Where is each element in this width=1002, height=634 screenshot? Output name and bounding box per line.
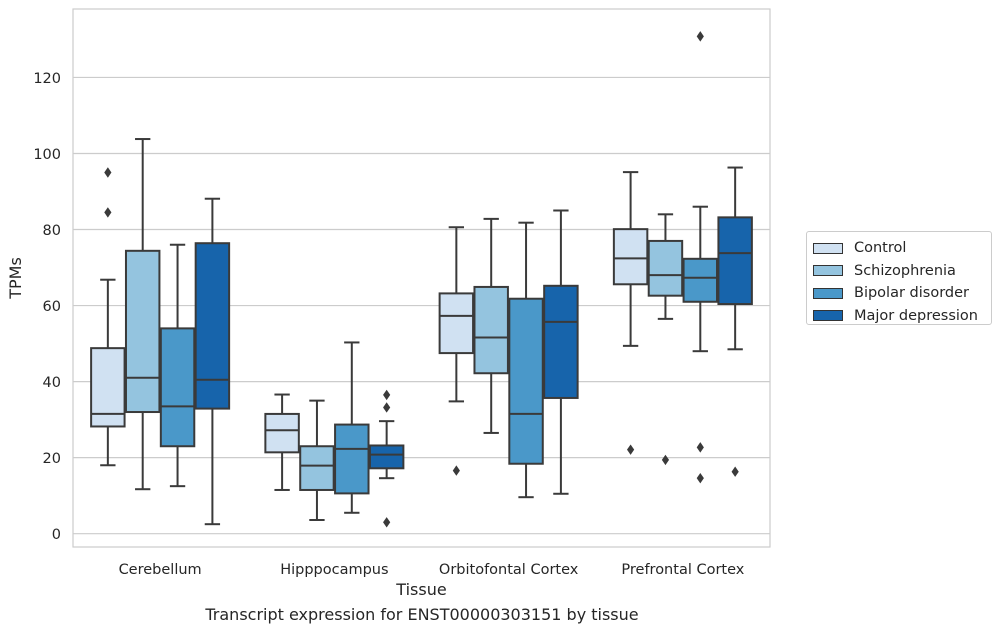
box-2-3	[543, 209, 579, 495]
box-body	[508, 297, 544, 465]
box-body	[543, 284, 579, 399]
box-body	[334, 423, 370, 495]
box-3-2	[682, 31, 719, 484]
y-axis-label: TPMs	[6, 257, 25, 300]
legend-item: Schizophrenia	[813, 260, 991, 283]
box-body	[438, 292, 475, 355]
legend-swatch	[813, 287, 843, 299]
box-2-1	[473, 217, 509, 434]
box-0-2	[159, 243, 196, 488]
box-2-0	[438, 226, 475, 476]
x-axis-ticks: Cerebellum Hipppocampus Orbitofontal Corte…	[119, 562, 745, 578]
outlier-point	[696, 31, 704, 42]
box-3-3	[717, 166, 753, 477]
y-tick-label: 120	[33, 71, 61, 87]
box-1-1	[299, 399, 335, 522]
outlier-point	[696, 472, 704, 484]
outlier-point	[731, 466, 739, 477]
legend: Control Schizophrenia Bipolar disorder Majo…	[806, 231, 992, 325]
figure-caption: Transcript expression for ENST0000030315…	[205, 605, 639, 624]
box-body	[159, 327, 196, 448]
outlier-point	[661, 454, 670, 466]
box-3-0	[612, 171, 649, 455]
y-tick-label: 100	[33, 147, 61, 163]
box-body	[368, 444, 405, 470]
box-body	[612, 228, 649, 286]
box-body	[647, 239, 684, 297]
x-tick-label: Hipppocampus	[280, 562, 388, 578]
box-0-3	[194, 197, 231, 526]
box-body	[299, 445, 335, 491]
legend-item: Control	[813, 237, 991, 260]
x-tick-label: Orbitofontal Cortex	[439, 562, 579, 578]
legend-swatch	[813, 310, 843, 322]
box-body	[264, 412, 300, 454]
y-tick-label: 0	[52, 527, 61, 543]
outlier-point	[452, 465, 460, 476]
box-1-2	[334, 341, 370, 514]
outlier-point	[104, 207, 112, 218]
box-1-0	[264, 393, 300, 491]
legend-swatch	[813, 242, 843, 254]
legend-label: Control	[854, 240, 907, 257]
box-0-0	[90, 167, 126, 467]
legend-swatch	[813, 265, 843, 277]
y-tick-label: 60	[43, 299, 61, 315]
plot-frame	[72, 8, 771, 548]
x-tick-label: Cerebellum	[119, 562, 202, 578]
box-body	[717, 216, 753, 306]
box-1-3	[368, 389, 405, 528]
outlier-point	[383, 517, 391, 528]
y-tick-label: 20	[43, 451, 61, 467]
box-0-1	[124, 138, 161, 491]
box-2-2	[508, 221, 544, 499]
legend-item: Bipolar disorder	[813, 282, 991, 305]
y-tick-label: 80	[43, 223, 61, 239]
legend-item: Major depression	[813, 305, 991, 328]
y-tick-label: 40	[43, 375, 61, 391]
outlier-point	[627, 444, 635, 455]
legend-label: Bipolar disorder	[854, 285, 969, 302]
x-tick-label: Prefrontal Cortex	[621, 562, 744, 578]
outlier-point	[696, 442, 704, 453]
box-3-1	[647, 213, 684, 466]
x-axis-label: Tissue	[395, 580, 446, 599]
legend-label: Schizophrenia	[854, 262, 956, 279]
box-body	[124, 249, 161, 414]
box-body	[194, 242, 231, 410]
outlier-point	[383, 389, 391, 401]
box-body	[473, 285, 509, 375]
box-body	[682, 257, 719, 303]
outlier-point	[104, 167, 112, 178]
boxes	[90, 31, 753, 528]
outlier-point	[383, 402, 391, 413]
y-axis-ticks: 0 20 40 60 80 100 120	[33, 71, 61, 543]
legend-label: Major depression	[854, 307, 978, 324]
